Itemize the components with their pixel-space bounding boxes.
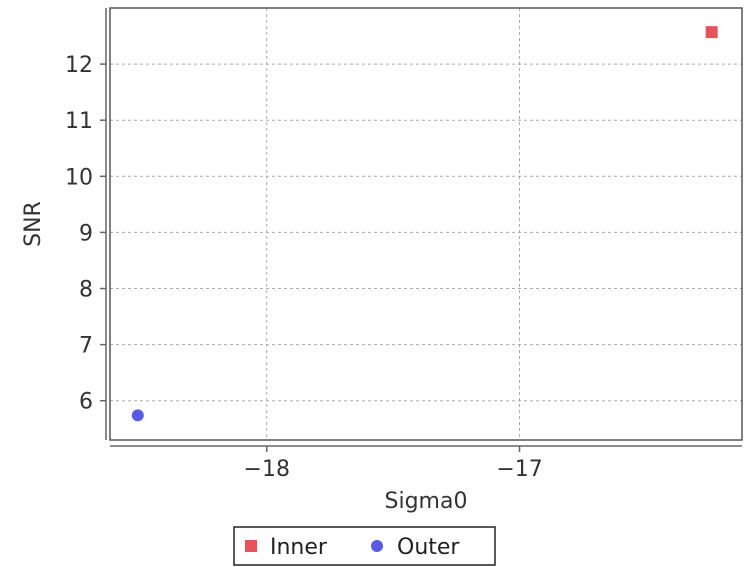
y-tick-label: 8 [79,278,93,303]
y-tick-label: 10 [65,165,93,190]
y-tick-label: 12 [65,53,93,78]
legend-marker-outer [371,540,383,552]
data-points [131,26,718,422]
legend: Inner Outer [233,526,496,566]
y-tick-label: 9 [79,221,93,246]
y-axis-title: SNR [21,201,46,247]
data-point-inner [705,26,718,39]
y-tick-label: 11 [65,109,93,134]
plot-area-frame [109,7,743,441]
x-tick-label: −18 [244,457,290,482]
x-tick-label: −17 [496,457,542,482]
x-axis-ticks: −18 −17 [244,446,543,482]
x-axis-title: Sigma0 [385,489,468,514]
grid-lines [110,8,742,440]
legend-frame [233,526,496,566]
legend-marker-inner [245,540,257,552]
data-point-outer [131,409,144,422]
legend-label-outer: Outer [397,535,460,560]
legend-label-inner: Inner [270,535,328,560]
y-tick-label: 7 [79,334,93,359]
y-tick-label: 6 [79,390,93,415]
y-axis-ticks: 6 7 8 9 10 11 12 [65,53,106,415]
